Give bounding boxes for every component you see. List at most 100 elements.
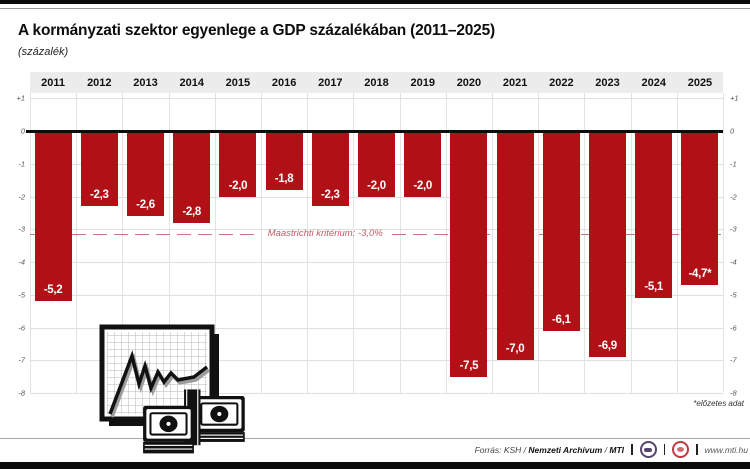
page-subtitle: (százalék) xyxy=(18,46,69,58)
h-gridline xyxy=(30,229,723,231)
footer-divider-line xyxy=(0,438,750,439)
bar-value-label: -2,0 xyxy=(413,179,432,192)
v-gridline xyxy=(630,93,632,393)
bar-value-label: -2,0 xyxy=(228,179,248,192)
year-label: 2024 xyxy=(641,77,666,89)
y-axis-tick-right: -1 xyxy=(730,159,737,169)
y-axis-tick-left: -4 xyxy=(18,257,25,267)
bar-value-label: -7,5 xyxy=(459,359,479,372)
footer-separator xyxy=(631,444,633,455)
maastricht-label: Maastrichti kritérium: -3,0% xyxy=(267,228,383,240)
footer-separator xyxy=(696,444,698,455)
year-label: 2023 xyxy=(595,77,620,89)
y-axis-tick-left: -1 xyxy=(18,159,25,169)
v-gridline xyxy=(723,93,724,393)
y-axis-tick-left: -3 xyxy=(18,224,25,234)
year-label: 2018 xyxy=(364,77,389,89)
bar: -2,0 xyxy=(357,131,396,197)
website-url: www.mti.hu xyxy=(704,444,748,455)
v-gridline xyxy=(492,93,493,393)
v-gridline xyxy=(353,93,355,393)
bar-value-label: -7,0 xyxy=(505,343,525,356)
y-axis-tick-left: 0 xyxy=(20,126,25,136)
h-gridline xyxy=(30,393,723,394)
year-label: 2015 xyxy=(225,77,251,89)
footer: Forrás: KSH / Nemzeti Archívum / MTI www… xyxy=(475,440,748,459)
y-axis-tick-right: -5 xyxy=(730,290,737,300)
year-label: 2012 xyxy=(87,77,112,89)
bar: -5,2 xyxy=(34,131,72,302)
bar-value-label: -2,6 xyxy=(136,199,155,212)
bar: -7,5 xyxy=(450,131,488,377)
plot-area: Maastrichti kritérium: -3,0% +1 +1 0 0 -1 -1 -… xyxy=(16,93,739,403)
year-label: 2025 xyxy=(687,77,713,89)
h-gridline xyxy=(30,196,723,198)
y-axis-tick-left: -7 xyxy=(18,355,25,365)
bar: -7,0 xyxy=(496,131,534,361)
source-archive: Nemzeti Archívum xyxy=(528,444,603,455)
year-label: 2016 xyxy=(271,77,297,89)
bottom-black-bar xyxy=(0,462,750,469)
v-gridline xyxy=(538,93,540,393)
bar-value-label: -2,0 xyxy=(367,179,386,192)
bar: -4,7* xyxy=(681,131,719,285)
v-gridline xyxy=(445,93,447,393)
v-gridline xyxy=(307,93,309,393)
bar-value-label: -2,3 xyxy=(320,189,340,202)
y-axis-tick-left: +1 xyxy=(16,93,25,103)
h-gridline xyxy=(30,294,723,296)
source-mti: MTI xyxy=(609,444,625,455)
bar: -2,0 xyxy=(404,131,442,197)
zero-axis-line xyxy=(26,130,723,133)
v-gridline xyxy=(30,93,31,393)
year-label: 2013 xyxy=(133,77,158,89)
source-separator-text: / xyxy=(604,444,608,455)
v-gridline xyxy=(261,93,262,393)
h-gridline xyxy=(30,98,723,100)
bar-value-label: -5,1 xyxy=(644,281,663,294)
y-axis-tick-left: -5 xyxy=(18,290,25,300)
bar-value-label: -2,3 xyxy=(89,189,109,202)
bar: -2,8 xyxy=(173,131,211,223)
bar: -2,3 xyxy=(80,131,118,207)
v-gridline xyxy=(168,93,170,393)
bar-value-label: -6,1 xyxy=(551,313,571,326)
footer-separator xyxy=(663,444,666,455)
v-gridline xyxy=(676,93,678,393)
mti-logo-icon xyxy=(672,441,690,458)
bar: -2,3 xyxy=(311,131,349,207)
bar: -6,9 xyxy=(588,131,627,357)
y-axis-tick-right: +1 xyxy=(730,93,739,103)
y-axis-tick-right: -4 xyxy=(730,257,737,267)
top-divider-line xyxy=(0,8,750,9)
v-gridline xyxy=(584,93,586,393)
y-axis-tick-left: -6 xyxy=(18,323,25,332)
bar-value-label: -1,8 xyxy=(274,172,294,185)
y-axis-tick-right: -7 xyxy=(730,355,737,365)
year-label: 2019 xyxy=(410,77,435,89)
v-gridline xyxy=(122,93,124,393)
year-label: 2011 xyxy=(41,77,66,89)
bar: -5,1 xyxy=(635,131,673,299)
bar: -2,6 xyxy=(126,131,165,217)
preliminary-data-footnote: *előzetes adat xyxy=(693,399,744,408)
y-axis-tick-right: -8 xyxy=(730,388,737,398)
year-label: 2021 xyxy=(502,77,528,89)
x-axis-year-header: 2011 2012 2013 2014 2015 2016 2017 2018 2019 2020… xyxy=(30,72,723,93)
year-label: 2014 xyxy=(179,77,204,89)
bar-value-label: -2,8 xyxy=(182,205,201,218)
bar: -1,8 xyxy=(265,131,303,190)
mtva-logo-icon xyxy=(639,441,657,458)
h-gridline xyxy=(30,327,723,329)
y-axis-tick-right: -6 xyxy=(730,323,737,332)
maastricht-dash-left xyxy=(30,234,259,236)
y-axis-tick-right: 0 xyxy=(730,126,735,136)
top-black-bar xyxy=(0,0,750,4)
y-axis-tick-right: -2 xyxy=(730,192,737,201)
v-gridline xyxy=(214,93,216,393)
money-chart-illustration xyxy=(99,324,245,454)
bar-value-label: -4,7* xyxy=(688,267,712,280)
year-label: 2017 xyxy=(318,77,343,89)
bar-chart: 2011 2012 2013 2014 2015 2016 2017 2018 2019 2020… xyxy=(16,72,739,403)
bar-value-label: -5,2 xyxy=(43,284,63,297)
